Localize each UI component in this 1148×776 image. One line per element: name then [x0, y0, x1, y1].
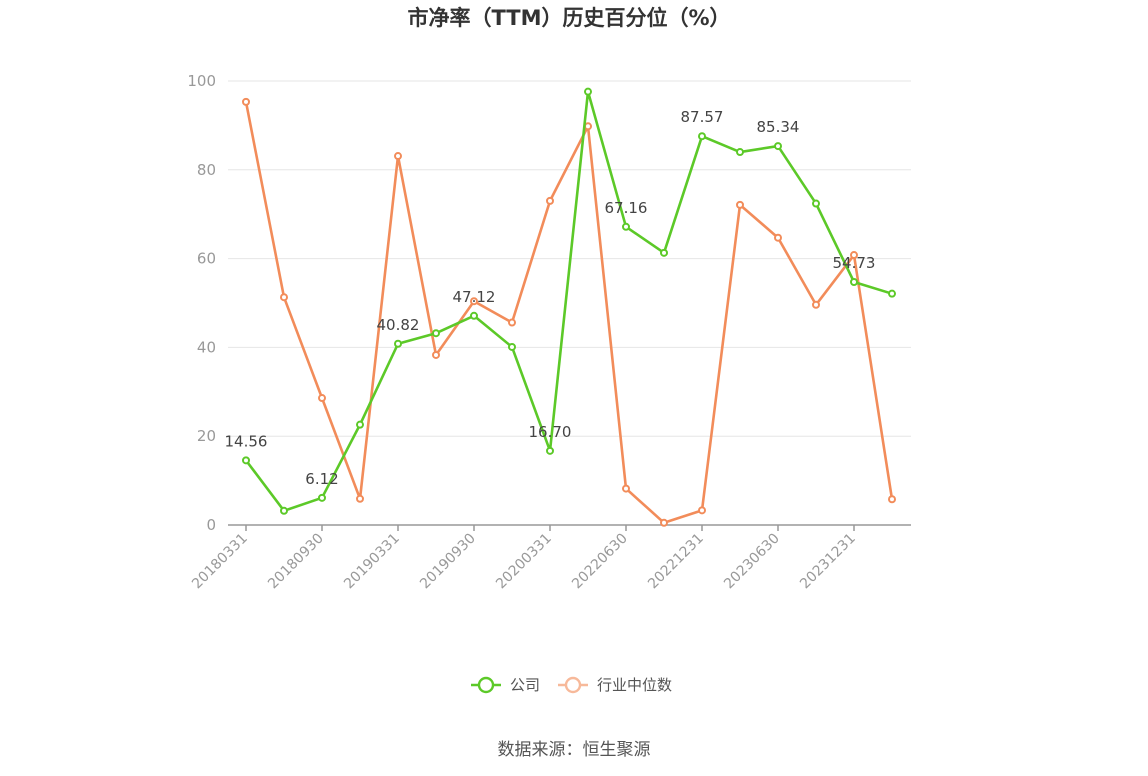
data-point[interactable]	[698, 506, 706, 515]
data-label: 14.56	[225, 432, 268, 450]
chart-title: 市净率（TTM）历史百分位（%）	[407, 6, 730, 30]
data-point[interactable]	[698, 132, 706, 141]
data-point[interactable]	[546, 446, 554, 455]
data-point[interactable]	[280, 506, 288, 515]
data-point[interactable]	[736, 200, 744, 209]
y-tick-label: 60	[197, 250, 216, 268]
data-point[interactable]	[356, 494, 364, 503]
data-point[interactable]	[394, 152, 402, 161]
series-industry-median	[242, 97, 896, 527]
y-tick-label: 20	[197, 427, 216, 445]
data-point[interactable]	[508, 342, 516, 351]
data-point[interactable]	[812, 199, 820, 208]
data-point[interactable]	[584, 122, 592, 131]
x-tick-label: 20221231	[645, 531, 707, 593]
x-tick-label: 20190930	[417, 531, 479, 593]
data-point[interactable]	[774, 233, 782, 242]
legend-label: 行业中位数	[597, 676, 672, 694]
data-point[interactable]	[318, 493, 326, 502]
data-point[interactable]	[394, 339, 402, 348]
y-axis: 0 20 40 60 80 100	[187, 72, 216, 534]
x-tick-label: 20200331	[493, 531, 555, 593]
series-company	[242, 87, 896, 515]
data-label: 6.12	[305, 470, 338, 488]
series-line	[244, 90, 893, 513]
data-point[interactable]	[888, 495, 896, 504]
data-label: 47.12	[453, 288, 496, 306]
data-point[interactable]	[318, 394, 326, 403]
series-layer	[242, 87, 896, 527]
data-point[interactable]	[812, 300, 820, 309]
legend-item-company[interactable]: 公司	[471, 676, 540, 694]
data-point[interactable]	[242, 456, 250, 465]
x-tick-label: 20230630	[721, 531, 783, 593]
x-tick-label: 20180930	[265, 531, 327, 593]
data-point[interactable]	[432, 329, 440, 338]
y-tick-label: 40	[197, 338, 216, 356]
data-point[interactable]	[660, 248, 668, 257]
x-tick-label: 20231231	[797, 531, 859, 593]
legend[interactable]: 公司 行业中位数	[471, 676, 672, 694]
data-point[interactable]	[508, 318, 516, 327]
data-point[interactable]	[622, 222, 630, 231]
y-tick-label: 100	[187, 72, 216, 90]
data-labels: 14.56 6.12 40.82 47.12 16.70 67.16 87.57 85.34 5…	[225, 108, 876, 488]
y-tick-label: 80	[197, 161, 216, 179]
legend-marker	[564, 676, 582, 694]
data-label: 67.16	[605, 199, 648, 217]
legend-label: 公司	[510, 676, 540, 694]
data-label: 85.34	[757, 118, 800, 136]
data-point[interactable]	[736, 148, 744, 157]
x-axis: 20180331 20180930 20190331 20190930 20200331…	[189, 524, 911, 593]
series-line	[244, 101, 894, 525]
x-tick-label: 20190331	[341, 531, 403, 593]
legend-item-industry-median[interactable]: 行业中位数	[558, 676, 672, 694]
data-label: 54.73	[833, 254, 876, 272]
data-point[interactable]	[774, 142, 782, 151]
data-point[interactable]	[432, 350, 440, 359]
data-point[interactable]	[584, 87, 592, 96]
data-point[interactable]	[280, 293, 288, 302]
x-tick-label: 20220630	[569, 531, 631, 593]
data-point[interactable]	[470, 311, 478, 320]
data-point[interactable]	[242, 97, 250, 106]
data-point[interactable]	[660, 518, 668, 527]
data-point[interactable]	[622, 484, 630, 493]
data-point[interactable]	[470, 297, 478, 306]
data-label: 87.57	[681, 108, 724, 126]
data-point[interactable]	[850, 251, 858, 260]
y-tick-label: 0	[206, 516, 216, 534]
source-note: 数据来源：恒生聚源	[498, 740, 651, 760]
legend-marker	[477, 676, 495, 694]
data-label: 16.70	[529, 423, 572, 441]
data-point[interactable]	[356, 420, 364, 429]
data-point[interactable]	[546, 196, 554, 205]
x-tick-label: 20180331	[189, 531, 251, 593]
data-point[interactable]	[888, 289, 896, 298]
data-label: 40.82	[377, 316, 420, 334]
data-point[interactable]	[850, 277, 858, 286]
